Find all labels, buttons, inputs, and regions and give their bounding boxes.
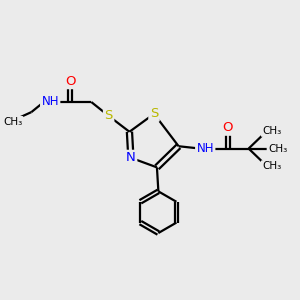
Text: S: S xyxy=(104,110,113,122)
Text: CH₃: CH₃ xyxy=(3,117,22,127)
Text: CH₃: CH₃ xyxy=(262,126,281,136)
Text: NH: NH xyxy=(41,95,59,109)
Text: CH₃: CH₃ xyxy=(262,161,281,172)
Text: NH: NH xyxy=(196,142,214,155)
Text: CH₃: CH₃ xyxy=(268,144,287,154)
Text: O: O xyxy=(65,75,76,88)
Text: S: S xyxy=(150,107,158,120)
Text: O: O xyxy=(223,121,233,134)
Text: N: N xyxy=(126,151,136,164)
